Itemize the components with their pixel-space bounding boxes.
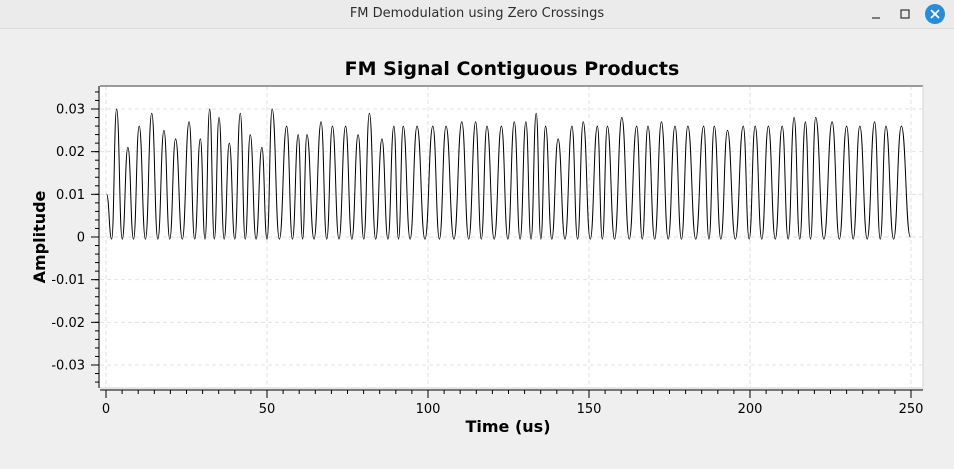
maximize-icon-glyph: [900, 9, 910, 19]
x-axis: 0 50 100 150 200 250: [100, 389, 924, 417]
window-titlebar[interactable]: FM Demodulation using Zero Crossings: [0, 0, 954, 29]
y-tick-label: -0.01: [51, 273, 85, 288]
chart-container: FM Signal Contiguous Products 0.03 0.02 0.…: [0, 29, 954, 465]
minimize-icon[interactable]: [866, 4, 886, 24]
x-tick-label: 200: [738, 402, 763, 417]
x-tick-label: 0: [102, 402, 110, 417]
x-tick-label: 150: [577, 402, 602, 417]
y-tick-label: 0.01: [56, 188, 85, 203]
x-axis-label: Time (us): [465, 417, 550, 436]
maximize-icon[interactable]: [895, 4, 915, 24]
chart-svg: FM Signal Contiguous Products 0.030.020.…: [30, 58, 924, 436]
window-title: FM Demodulation using Zero Crossings: [349, 6, 605, 21]
y-tick-label: 0.02: [56, 145, 85, 160]
x-tick-label: 250: [899, 402, 924, 417]
y-axis-label: Amplitude: [30, 190, 49, 283]
y-tick-label: -0.03: [51, 359, 85, 374]
x-tick-label: 100: [416, 402, 441, 417]
chart-title: FM Signal Contiguous Products: [345, 58, 680, 80]
x-tick-label: 50: [259, 402, 276, 417]
y-axis: 0.03 0.02 0.01 0 -0.01 -0.02 -0.03: [51, 86, 100, 388]
close-icon-glyph: [930, 9, 940, 19]
y-tick-label: -0.02: [51, 316, 85, 331]
series-line: [106, 108, 911, 240]
plot-frame: [100, 85, 924, 389]
y-tick-label: 0.03: [56, 103, 85, 118]
plot-background[interactable]: [100, 86, 923, 388]
y-tick-label: 0: [77, 231, 85, 246]
close-icon[interactable]: [925, 4, 945, 24]
minimize-icon-glyph: [872, 17, 880, 19]
